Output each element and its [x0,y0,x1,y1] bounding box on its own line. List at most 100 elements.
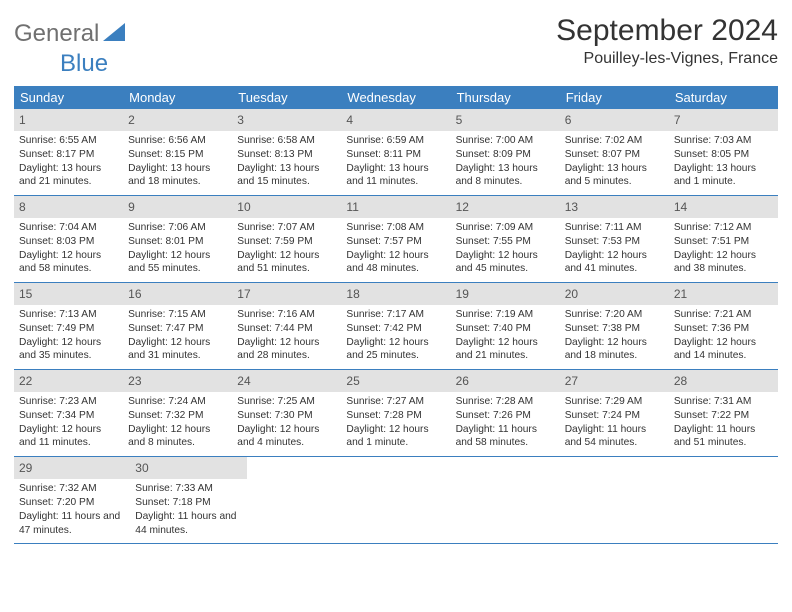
day-num-bar: 21 [669,283,778,305]
day-cell: 28 Sunrise: 7:31 AMSunset: 7:22 PMDayligh… [669,370,778,456]
day-header-row: SundayMondayTuesdayWednesdayThursdayFrid… [14,86,778,109]
day-info: Sunrise: 6:58 AMSunset: 8:13 PMDaylight:… [237,134,336,189]
day-cell: 25 Sunrise: 7:27 AMSunset: 7:28 PMDayligh… [341,370,450,456]
day-cell: 23 Sunrise: 7:24 AMSunset: 7:32 PMDayligh… [123,370,232,456]
day-num-bar: 3 [232,109,341,131]
day-info: Sunrise: 7:12 AMSunset: 7:51 PMDaylight:… [674,221,773,276]
day-info: Sunrise: 7:00 AMSunset: 8:09 PMDaylight:… [456,134,555,189]
day-info: Sunrise: 7:07 AMSunset: 7:59 PMDaylight:… [237,221,336,276]
day-header: Friday [560,86,669,109]
day-info: Sunrise: 7:27 AMSunset: 7:28 PMDaylight:… [346,395,445,450]
day-info: Sunrise: 7:25 AMSunset: 7:30 PMDaylight:… [237,395,336,450]
day-info: Sunrise: 7:04 AMSunset: 8:03 PMDaylight:… [19,221,118,276]
day-num-bar: 27 [560,370,669,392]
day-num-bar: 25 [341,370,450,392]
day-info: Sunrise: 7:31 AMSunset: 7:22 PMDaylight:… [674,395,773,450]
day-cell: 13 Sunrise: 7:11 AMSunset: 7:53 PMDayligh… [560,196,669,282]
day-num-bar: 20 [560,283,669,305]
day-num-bar: 16 [123,283,232,305]
day-info: Sunrise: 7:33 AMSunset: 7:18 PMDaylight:… [135,482,241,537]
day-number: 30 [135,461,148,475]
day-cell: 1Sunrise: 6:55 AMSunset: 8:17 PMDaylight… [14,109,123,195]
month-title: September 2024 [556,14,778,48]
day-number: 29 [19,461,32,475]
day-num-bar: 7 [669,109,778,131]
day-info: Sunrise: 7:17 AMSunset: 7:42 PMDaylight:… [346,308,445,363]
day-num-bar: 6 [560,109,669,131]
day-info: Sunrise: 7:32 AMSunset: 7:20 PMDaylight:… [19,482,125,537]
day-num-bar: 10 [232,196,341,218]
day-num-bar: 17 [232,283,341,305]
day-header: Sunday [14,86,123,109]
day-number: 19 [456,287,469,301]
day-cell: 8 Sunrise: 7:04 AMSunset: 8:03 PMDaylight… [14,196,123,282]
day-number: 2 [128,113,135,127]
day-number: 18 [346,287,359,301]
day-info: Sunrise: 7:15 AMSunset: 7:47 PMDaylight:… [128,308,227,363]
day-cell: 12 Sunrise: 7:09 AMSunset: 7:55 PMDayligh… [451,196,560,282]
day-info: Sunrise: 7:20 AMSunset: 7:38 PMDaylight:… [565,308,664,363]
day-num-bar: 23 [123,370,232,392]
week-row: 8 Sunrise: 7:04 AMSunset: 8:03 PMDaylight… [14,196,778,283]
week-row: 22Sunrise: 7:23 AMSunset: 7:34 PMDayligh… [14,370,778,457]
empty-cell [247,457,353,543]
logo: General [14,14,127,48]
week-row: 29 Sunrise: 7:32 AMSunset: 7:20 PMDayligh… [14,457,778,544]
logo-main: General [14,20,99,48]
day-number: 16 [128,287,141,301]
day-num-bar: 19 [451,283,560,305]
day-info: Sunrise: 7:24 AMSunset: 7:32 PMDaylight:… [128,395,227,450]
day-number: 4 [346,113,353,127]
day-info: Sunrise: 7:11 AMSunset: 7:53 PMDaylight:… [565,221,664,276]
day-num-bar: 26 [451,370,560,392]
day-cell: 9Sunrise: 7:06 AMSunset: 8:01 PMDaylight… [123,196,232,282]
day-info: Sunrise: 6:56 AMSunset: 8:15 PMDaylight:… [128,134,227,189]
day-cell: 10 Sunrise: 7:07 AMSunset: 7:59 PMDayligh… [232,196,341,282]
day-info: Sunrise: 7:03 AMSunset: 8:05 PMDaylight:… [674,134,773,189]
day-cell: 15Sunrise: 7:13 AMSunset: 7:49 PMDayligh… [14,283,123,369]
day-cell: 18 Sunrise: 7:17 AMSunset: 7:42 PMDayligh… [341,283,450,369]
logo-accent: Blue [60,50,108,77]
day-num-bar: 14 [669,196,778,218]
day-number: 10 [237,200,250,214]
day-number: 15 [19,287,32,301]
day-info: Sunrise: 6:59 AMSunset: 8:11 PMDaylight:… [346,134,445,189]
day-cell: 22Sunrise: 7:23 AMSunset: 7:34 PMDayligh… [14,370,123,456]
day-cell: 27 Sunrise: 7:29 AMSunset: 7:24 PMDayligh… [560,370,669,456]
day-number: 22 [19,374,32,388]
day-cell: 4 Sunrise: 6:59 AMSunset: 8:11 PMDaylight… [341,109,450,195]
day-number: 5 [456,113,463,127]
day-info: Sunrise: 7:29 AMSunset: 7:24 PMDaylight:… [565,395,664,450]
day-cell: 3 Sunrise: 6:58 AMSunset: 8:13 PMDaylight… [232,109,341,195]
day-info: Sunrise: 7:09 AMSunset: 7:55 PMDaylight:… [456,221,555,276]
day-number: 8 [19,200,26,214]
day-number: 12 [456,200,469,214]
triangle-icon [103,23,125,46]
empty-cell [565,457,671,543]
day-cell: 2 Sunrise: 6:56 AMSunset: 8:15 PMDaylight… [123,109,232,195]
day-number: 9 [128,200,135,214]
day-cell: 24Sunrise: 7:25 AMSunset: 7:30 PMDayligh… [232,370,341,456]
day-num-bar: 18 [341,283,450,305]
day-num-bar: 29 [14,457,130,479]
day-num-bar: 13 [560,196,669,218]
day-number: 1 [19,113,26,127]
day-num-bar: 4 [341,109,450,131]
day-number: 11 [346,200,358,214]
location: Pouilley-les-Vignes, France [556,50,778,68]
day-num-bar: 28 [669,370,778,392]
day-info: Sunrise: 7:08 AMSunset: 7:57 PMDaylight:… [346,221,445,276]
day-header: Monday [123,86,232,109]
day-cell: 7 Sunrise: 7:03 AMSunset: 8:05 PMDaylight… [669,109,778,195]
title-block: September 2024 Pouilley-les-Vignes, Fran… [556,14,778,68]
day-number: 6 [565,113,572,127]
day-header: Wednesday [341,86,450,109]
empty-cell [353,457,459,543]
day-num-bar: 5 [451,109,560,131]
day-number: 26 [456,374,469,388]
day-cell: 30 Sunrise: 7:33 AMSunset: 7:18 PMDayligh… [130,457,246,543]
day-info: Sunrise: 7:28 AMSunset: 7:26 PMDaylight:… [456,395,555,450]
day-cell: 26 Sunrise: 7:28 AMSunset: 7:26 PMDayligh… [451,370,560,456]
day-number: 21 [674,287,687,301]
day-number: 3 [237,113,244,127]
